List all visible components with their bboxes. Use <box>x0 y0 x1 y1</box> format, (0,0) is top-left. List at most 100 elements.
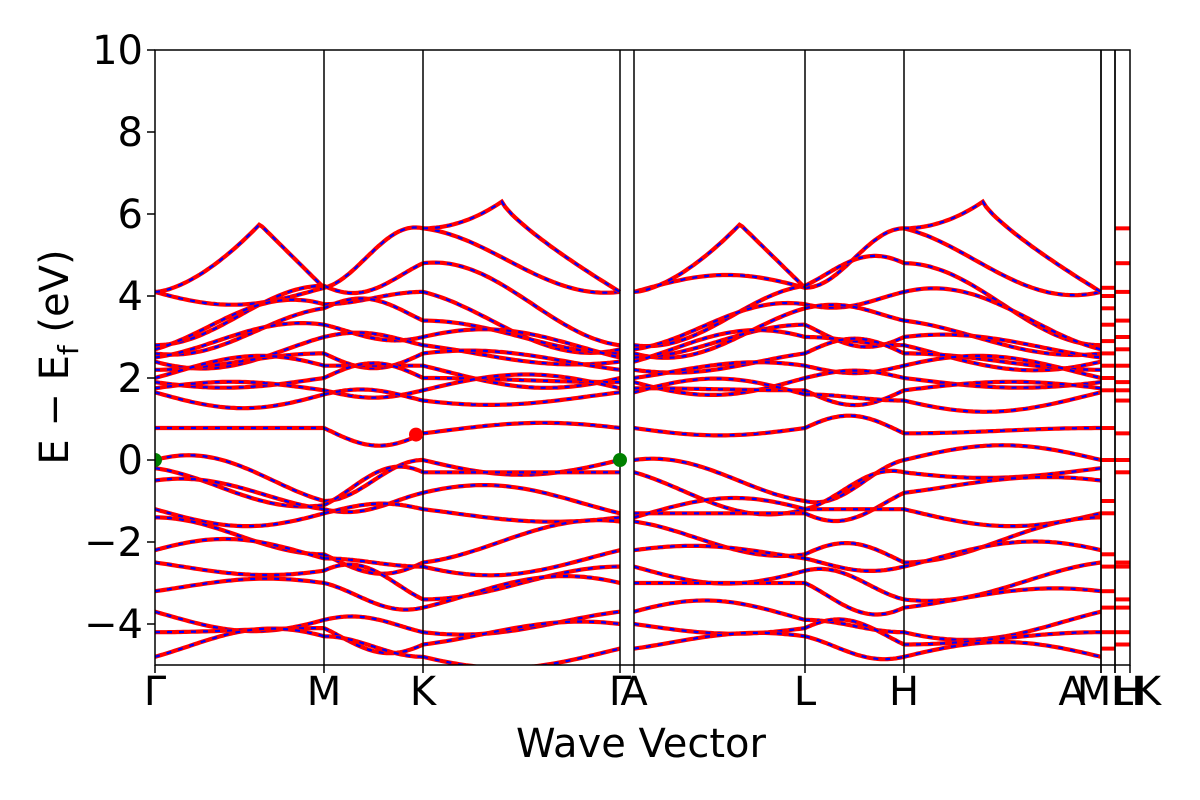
band-spin-down <box>903 610 1102 641</box>
band-spin-up <box>804 413 905 436</box>
band-spin-down <box>155 508 325 528</box>
band-spin-down <box>155 286 325 306</box>
band-spin-down <box>323 352 424 370</box>
band-spin-up <box>155 536 325 561</box>
x-ticks-group: Γ M K ΓA L H A LM HK <box>144 665 1163 715</box>
band-spin-down <box>324 635 423 658</box>
band-spin-up <box>904 198 1103 294</box>
kpoint-label: Γ <box>144 669 167 715</box>
kpoint-label: A <box>620 669 648 715</box>
band-spin-down <box>323 389 424 399</box>
band-spin-down <box>422 373 621 392</box>
band-spin-down <box>904 352 1101 371</box>
band-spin-up <box>804 581 905 617</box>
band-spin-down <box>422 610 621 636</box>
band-spin-up <box>633 598 806 622</box>
band-spin-down <box>633 631 806 650</box>
band-spin-down <box>323 615 424 634</box>
band-spin-down <box>903 444 1102 462</box>
band-spin-up <box>155 222 326 294</box>
band-spin-down <box>324 557 423 568</box>
band-spin-down <box>155 467 325 508</box>
kpoint-label: K <box>1135 669 1163 715</box>
band-spin-down <box>904 631 1101 646</box>
band-spin-down <box>804 364 905 375</box>
band-spin-up <box>804 253 905 288</box>
band-spin-down <box>633 223 806 293</box>
band-spin-down <box>804 542 905 564</box>
band-spin-down <box>804 491 905 523</box>
band-spin-down <box>422 458 621 476</box>
band-spin-down <box>422 364 621 389</box>
band-spin-down <box>155 627 325 658</box>
plot-frame <box>154 49 1131 666</box>
band-spin-down <box>422 349 621 371</box>
band-spin-down <box>422 549 621 577</box>
band-spin-down <box>633 520 806 557</box>
band-spin-down <box>422 261 621 347</box>
band-spin-down <box>903 561 1102 602</box>
band-spin-down <box>904 200 1102 293</box>
band-spin-down <box>422 421 621 435</box>
band-spin-down <box>903 640 1102 658</box>
y-tick-label: −2 <box>84 520 143 566</box>
x-axis-label: Wave Vector <box>516 721 767 767</box>
band-spin-down <box>323 502 424 515</box>
band-spin-up <box>633 300 806 352</box>
band-spin-down <box>323 388 424 402</box>
band-spin-down <box>155 561 325 577</box>
band-spin-down <box>633 544 806 560</box>
kpoint-label: H <box>889 669 919 715</box>
kpoint-label: L <box>1111 669 1134 715</box>
band-spin-down <box>323 581 424 611</box>
band-spin-down <box>155 223 325 293</box>
band-spin-down <box>323 427 424 447</box>
band-spin-up <box>804 468 905 512</box>
kpoint-label: M <box>1077 669 1112 715</box>
band-spin-up <box>323 464 424 507</box>
band-spin-down <box>805 393 905 402</box>
kpoint-label: K <box>410 669 438 715</box>
band-spin-down <box>633 329 806 363</box>
band-spin-up <box>804 566 905 602</box>
band-spin-down <box>323 262 424 295</box>
band-spin-up <box>323 225 424 290</box>
band-spin-up <box>903 226 1102 298</box>
band-spin-down <box>633 361 806 380</box>
band-spin-down <box>323 563 424 601</box>
band-spin-down <box>422 575 621 609</box>
band-spin-up <box>422 226 621 295</box>
band-spin-down <box>633 599 806 621</box>
y-axis-label-main: E − E <box>32 355 78 465</box>
band-spin-down <box>904 426 1101 435</box>
band-spin-down <box>422 227 621 294</box>
band-spin-down <box>903 227 1102 297</box>
band-spin-up <box>323 426 424 448</box>
band-spin-down <box>633 307 806 359</box>
band-spin-down <box>903 380 1102 392</box>
band-spin-down <box>634 387 805 392</box>
band-spin-down <box>903 587 1102 609</box>
band-spin-down <box>155 454 325 503</box>
extremum-markers-group <box>155 427 627 467</box>
band-spin-down <box>422 519 621 564</box>
band-spin-down <box>903 376 1102 389</box>
y-tick-label: 8 <box>118 110 143 156</box>
band-spin-down <box>323 491 424 514</box>
band-spin-down <box>423 565 620 601</box>
kpoint-label: Γ <box>609 669 632 715</box>
band-spin-down <box>804 635 905 661</box>
band-spin-down <box>323 226 424 289</box>
band-spin-down <box>422 391 621 406</box>
band-spin-down <box>155 380 325 392</box>
band-spin-down <box>323 331 424 347</box>
band-spin-down <box>904 516 1101 564</box>
band-spin-down <box>804 567 905 601</box>
y-tick-label: 6 <box>118 192 143 238</box>
band-spin-down <box>423 376 620 384</box>
band-spin-down <box>804 389 905 407</box>
band-spin-down <box>805 335 904 347</box>
band-spin-down <box>633 284 806 348</box>
band-spin-down <box>634 323 805 359</box>
